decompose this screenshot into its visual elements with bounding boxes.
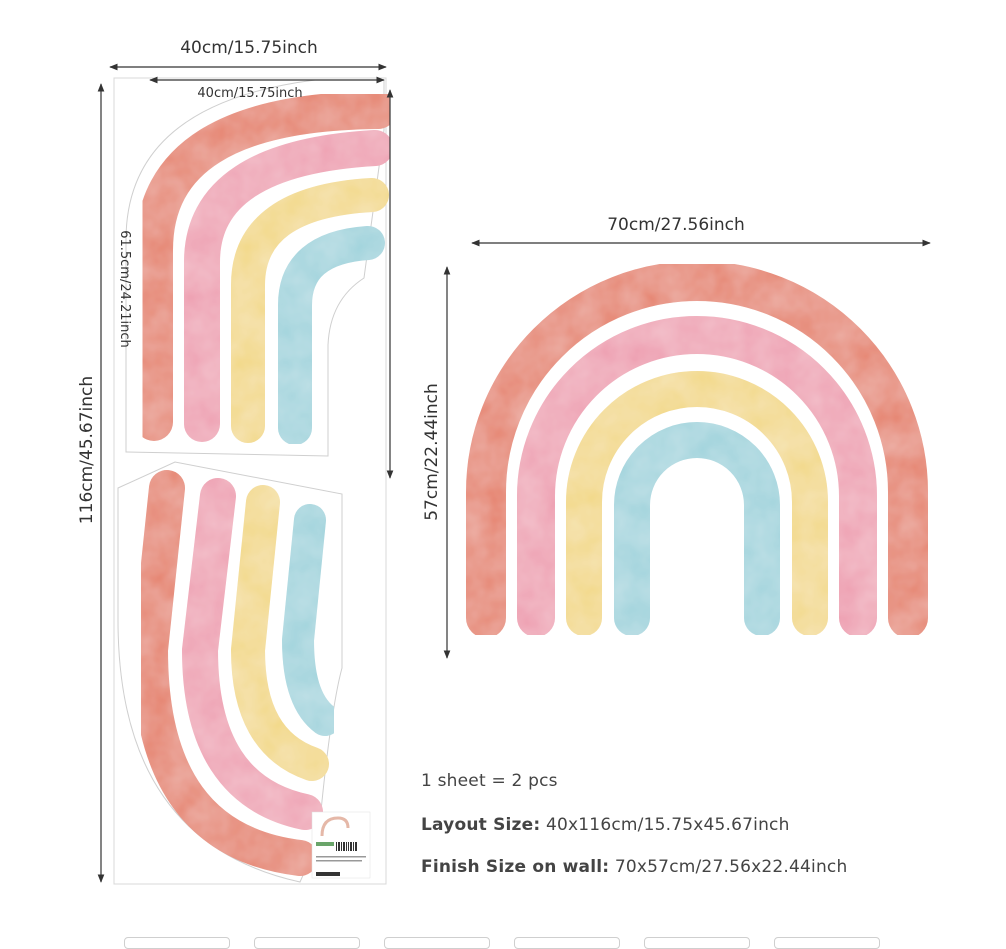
layout-size-label: Layout Size: (421, 815, 541, 835)
finished-rainbow (466, 261, 928, 638)
finish-size-label: Finish Size on wall: (421, 857, 610, 877)
bottom-yellow-stripe (230, 485, 329, 781)
top-pink-stripe (184, 130, 393, 442)
product-label (311, 811, 371, 879)
bottom-piece-stripes (131, 470, 341, 876)
finish-size-text: Finish Size on wall: 70x57cm/27.56x22.44… (421, 857, 847, 877)
piece-height-label: 61.5cm/24.21inch (117, 230, 132, 348)
bottom-pink-stripe (181, 478, 323, 830)
layout-size-value: 40x116cm/15.75x45.67inch (540, 815, 790, 835)
top-yellow-stripe (231, 178, 389, 443)
rainbow-blue-arc (614, 422, 780, 636)
top-blue-stripe (278, 226, 385, 445)
thumbnail-tab-4[interactable] (514, 937, 620, 949)
thumbnail-tab-6[interactable] (774, 937, 880, 949)
inner-width-label: 40cm/15.75inch (197, 86, 302, 101)
rainbow-pink-arc (517, 316, 877, 637)
rainbow-height-label: 57cm/22.44inch (422, 383, 442, 521)
thumbnail-tab-2[interactable] (254, 937, 360, 949)
sheet-height-label: 116cm/45.67inch (77, 376, 97, 524)
sheet-count-text: 1 sheet = 2 pcs (421, 771, 558, 791)
thumbnail-tab-5[interactable] (644, 937, 750, 949)
bottom-coral-stripe (131, 470, 318, 876)
bottom-blue-stripe (281, 504, 341, 736)
top-coral-stripe (135, 91, 397, 441)
thumbnail-tab-1[interactable] (124, 937, 230, 949)
top-piece-stripes (135, 91, 397, 445)
sheet-width-label: 40cm/15.75inch (180, 38, 318, 58)
thumbnail-tab-3[interactable] (384, 937, 490, 949)
finish-size-value: 70x57cm/27.56x22.44inch (609, 857, 848, 877)
rainbow-yellow-arc (566, 371, 828, 636)
layout-size-text: Layout Size: 40x116cm/15.75x45.67inch (421, 815, 790, 835)
rainbow-coral-arc (466, 261, 928, 638)
rainbow-width-label: 70cm/27.56inch (607, 215, 745, 235)
